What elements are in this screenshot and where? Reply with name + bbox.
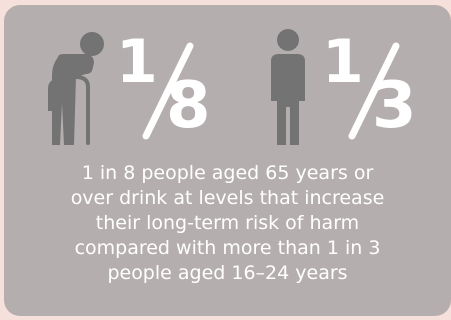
caption-line: compared with more than 1 in 3 (74, 237, 381, 259)
caption-line: people aged 16–24 years (107, 262, 348, 284)
caption-text: 1 in 8 people aged 65 years or over drin… (4, 161, 451, 286)
fraction-one-third: 1 3 (322, 32, 440, 142)
caption-line: 1 in 8 people aged 65 years or (81, 162, 374, 184)
caption-line: over drink at levels that increase (70, 187, 385, 209)
fraction-numerator: 1 (322, 27, 364, 97)
standing-person-icon (271, 29, 305, 145)
fraction-denominator: 3 (372, 69, 417, 143)
caption-line: their long-term risk of harm (95, 212, 360, 234)
fraction-slash (142, 42, 194, 140)
elderly-person-with-cane-icon (48, 32, 104, 145)
fraction-one-eighth: 1 8 (116, 32, 234, 142)
fraction-slash (348, 42, 400, 140)
fraction-denominator: 8 (166, 69, 211, 143)
infographic-card: 1 8 1 3 1 in 8 people aged 65 years or o… (4, 5, 451, 316)
fraction-numerator: 1 (116, 27, 158, 97)
